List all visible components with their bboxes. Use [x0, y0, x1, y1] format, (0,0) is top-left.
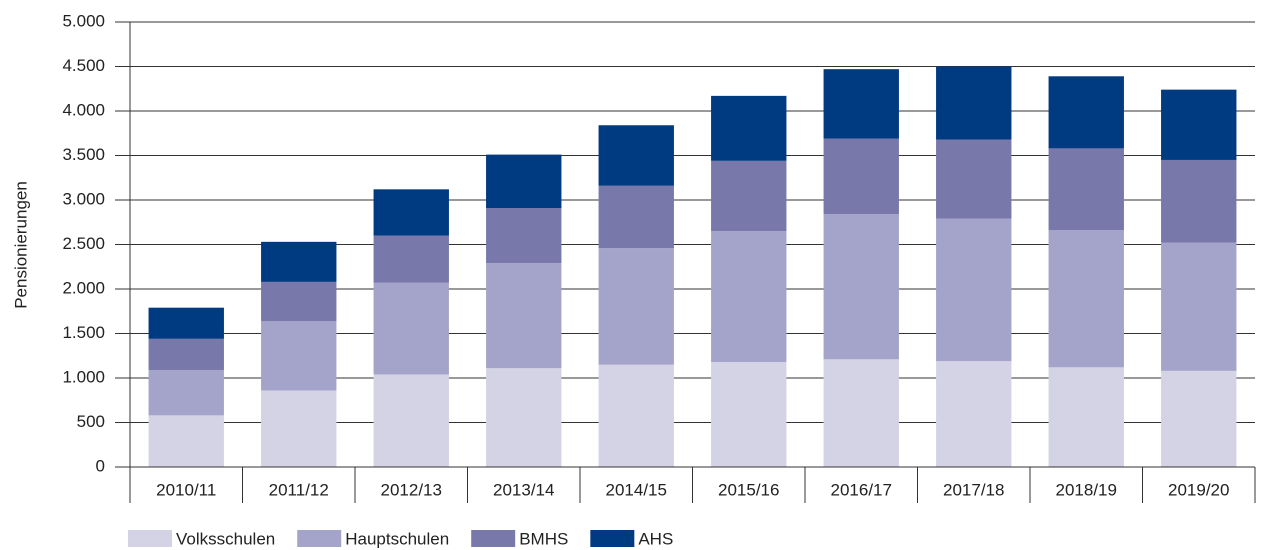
bar-segment	[486, 154, 562, 209]
bar-segment	[148, 415, 224, 467]
legend-swatch	[297, 530, 342, 547]
bar-segment	[598, 185, 674, 249]
bar-segment	[598, 125, 674, 186]
y-tick-label: 3.000	[62, 189, 105, 208]
bar-segment	[1048, 230, 1124, 368]
bar-segment	[598, 248, 674, 365]
bar-segment	[148, 338, 224, 370]
bar-segment	[936, 139, 1012, 219]
bar-segment	[936, 361, 1012, 467]
bar-segment	[711, 231, 787, 362]
y-tick-label: 4.000	[62, 100, 105, 119]
bar-segment	[148, 369, 224, 416]
legend-label: AHS	[638, 529, 673, 548]
bar-segment	[486, 208, 562, 264]
bar-segment	[261, 241, 337, 282]
bar-segment	[1048, 76, 1124, 149]
x-tick-label: 2018/19	[1056, 480, 1117, 499]
legend-label: BMHS	[519, 529, 568, 548]
bar-segment	[936, 66, 1012, 140]
bar-segment	[1048, 367, 1124, 467]
bar-segment	[711, 160, 787, 232]
bar-segment	[148, 307, 224, 339]
bar-segment	[711, 95, 787, 161]
bar-segment	[936, 218, 1012, 362]
y-tick-label: 2.500	[62, 234, 105, 253]
x-tick-label: 2014/15	[606, 480, 667, 499]
y-tick-label: 500	[77, 412, 105, 431]
x-tick-label: 2013/14	[493, 480, 554, 499]
bar-segment	[261, 390, 337, 467]
y-tick-label: 1.500	[62, 323, 105, 342]
x-tick-label: 2015/16	[718, 480, 779, 499]
y-tick-label: 0	[96, 456, 105, 475]
x-tick-label: 2011/12	[269, 480, 329, 499]
x-tick-label: 2017/18	[943, 480, 1004, 499]
bar-segment	[823, 214, 899, 360]
bar-segment	[1161, 159, 1237, 243]
bar-segment	[823, 69, 899, 139]
y-axis-label: Pensionierungen	[11, 181, 30, 309]
y-tick-label: 3.500	[62, 145, 105, 164]
x-tick-label: 2016/17	[831, 480, 892, 499]
y-tick-label: 5.000	[62, 11, 105, 30]
legend-swatch	[590, 530, 635, 547]
bar-segment	[1161, 370, 1237, 467]
x-tick-label: 2019/20	[1168, 480, 1229, 499]
bar-segment	[823, 359, 899, 467]
bar-segment	[823, 138, 899, 215]
bar-segment	[373, 189, 449, 236]
y-tick-label: 2.000	[62, 278, 105, 297]
y-tick-label: 4.500	[62, 56, 105, 75]
bar-segment	[373, 374, 449, 467]
bar-segment	[1161, 89, 1237, 160]
bar-segment	[711, 361, 787, 467]
bar-segment	[261, 281, 337, 322]
bar-segment	[373, 282, 449, 375]
bar-segment	[1048, 148, 1124, 231]
legend-swatch	[471, 530, 516, 547]
bar-segment	[486, 368, 562, 467]
bar-segment	[261, 321, 337, 391]
legend-label: Hauptschulen	[345, 529, 449, 548]
bar-segment	[486, 263, 562, 369]
legend-swatch	[128, 530, 172, 547]
y-tick-label: 1.000	[62, 367, 105, 386]
legend-label: Volksschulen	[176, 529, 275, 548]
x-tick-label: 2010/11	[156, 480, 216, 499]
x-tick-label: 2012/13	[381, 480, 442, 499]
bar-segment	[598, 364, 674, 467]
bar-segment	[373, 235, 449, 283]
bar-segment	[1161, 242, 1237, 371]
